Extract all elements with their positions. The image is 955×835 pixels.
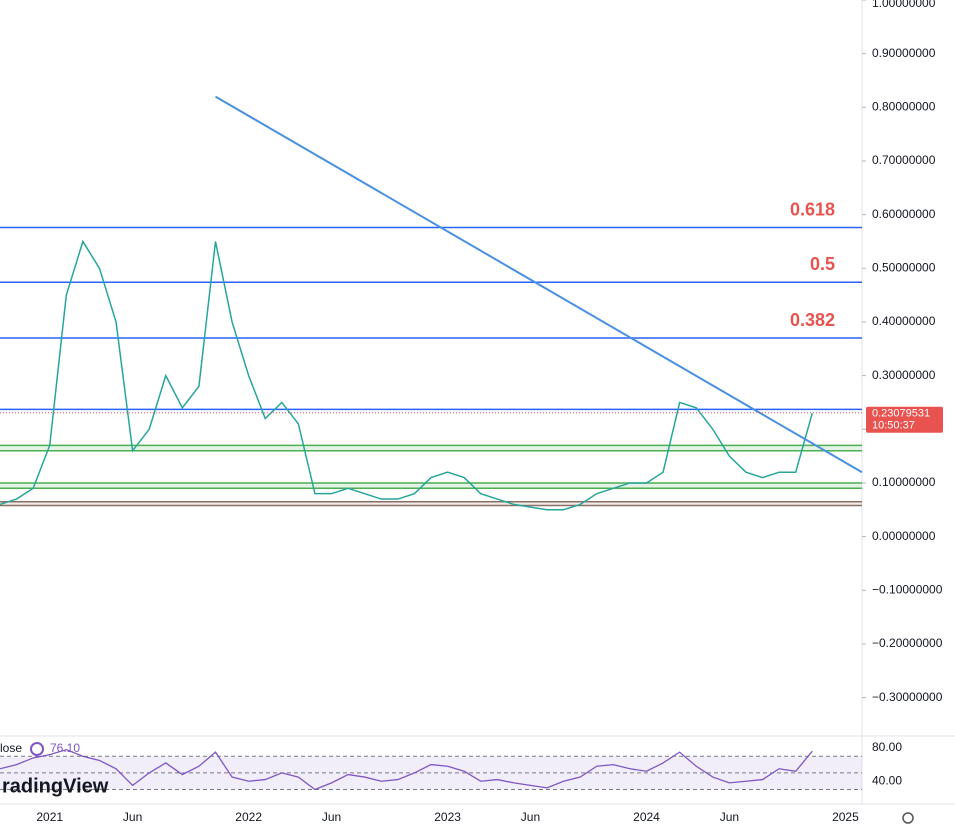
rsi-tick-label: 40.00 <box>872 773 902 787</box>
y-tick-label: −0.30000000 <box>872 690 943 704</box>
y-tick-label: 0.70000000 <box>872 153 936 167</box>
x-tick-label: 2022 <box>235 810 262 824</box>
settings-icon <box>902 812 914 824</box>
zone <box>0 445 862 451</box>
last-price-label: 0.23079531 <box>872 408 930 420</box>
x-tick-label: 2025 <box>832 810 859 824</box>
level-label: 0.5 <box>810 254 835 274</box>
zone <box>0 482 862 489</box>
y-tick-label: −0.10000000 <box>872 582 943 596</box>
rsi-tick-label: 80.00 <box>872 740 902 754</box>
y-tick-label: 0.90000000 <box>872 46 936 60</box>
zone <box>0 501 862 506</box>
y-tick-label: 0.00000000 <box>872 529 936 543</box>
rsi-line <box>0 748 813 791</box>
x-tick-label: Jun <box>322 810 341 824</box>
y-tick-label: 0.40000000 <box>872 314 936 328</box>
watermark: radingView <box>2 775 109 797</box>
trendline <box>214 95 863 474</box>
level-label: 0.382 <box>790 310 835 330</box>
y-tick-label: 0.80000000 <box>872 99 936 113</box>
x-tick-label: Jun <box>521 810 540 824</box>
x-tick-label: Jun <box>720 810 739 824</box>
y-tick-label: −0.20000000 <box>872 636 943 650</box>
level-label: 0.618 <box>790 199 835 219</box>
x-tick-label: 2023 <box>434 810 461 824</box>
y-tick-label: 0.10000000 <box>872 475 936 489</box>
x-tick-label: Jun <box>123 810 142 824</box>
x-tick-label: 2024 <box>633 810 660 824</box>
rsi-last: 76.10 <box>50 741 80 755</box>
rsi-icon <box>30 742 44 756</box>
countdown: 10:50:37 <box>872 420 915 432</box>
last-price-box <box>866 406 943 433</box>
y-tick-label: 0.30000000 <box>872 368 936 382</box>
price-line <box>0 239 813 511</box>
x-tick-label: 2021 <box>36 810 63 824</box>
rsi-label: lose <box>0 741 22 755</box>
y-tick-label: 1.00000000 <box>872 0 936 10</box>
y-tick-label: 0.50000000 <box>872 260 936 274</box>
y-tick-label: 0.60000000 <box>872 207 936 221</box>
